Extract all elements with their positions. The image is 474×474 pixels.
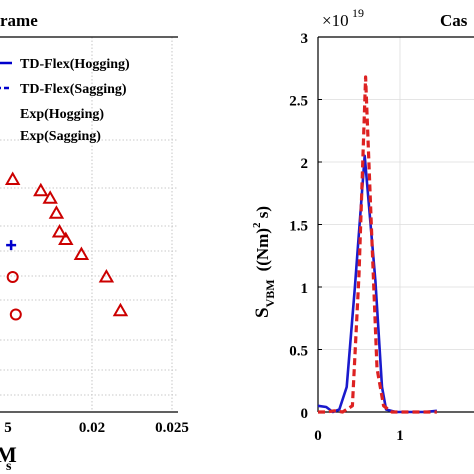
legend-td-flex-hogging: TD-Flex(Hogging) xyxy=(20,57,130,72)
right-xtick-1: 1 xyxy=(396,428,404,444)
right-ytick-1: 0.5 xyxy=(289,344,308,360)
right-lines xyxy=(317,75,438,414)
right-ytick-5: 2.5 xyxy=(289,94,308,110)
left-marks xyxy=(4,171,129,321)
right-xtick-0: 0 xyxy=(314,428,322,444)
left-point-triangle-8 xyxy=(112,302,129,317)
legend-exp-sagging: Exp(Sagging) xyxy=(20,129,101,144)
left-xlabel: M xyxy=(0,442,17,467)
right-ytick-3: 1.5 xyxy=(289,219,308,235)
left-point-triangle-3 xyxy=(48,205,65,219)
left-point-plus-0 xyxy=(6,240,17,251)
exponent-base: ×10 xyxy=(322,11,349,30)
left-xtick-1: 0.02 xyxy=(79,420,105,436)
left-point-triangle-4 xyxy=(51,223,68,238)
left-point-triangle-7 xyxy=(98,268,115,283)
right-ytick-4: 2 xyxy=(301,156,309,172)
left-point-triangle-6 xyxy=(73,246,90,260)
legend-exp-hogging: Exp(Hogging) xyxy=(20,107,104,122)
left-point-circle-1 xyxy=(9,308,22,321)
left-legend: TD-Flex(Hogging) TD-Flex(Sagging) Exp(Ho… xyxy=(0,57,130,144)
right-title: Cas xyxy=(440,11,468,30)
right-grid xyxy=(318,37,474,412)
right-ylabel: SVBM ((Nm)2 s) xyxy=(251,206,277,318)
right-ytick-0: 0 xyxy=(301,406,309,422)
ylabel-main: S xyxy=(252,307,273,318)
left-xtick-0: 5 xyxy=(4,420,12,436)
left-point-triangle-0 xyxy=(4,171,21,185)
exponent-power: 19 xyxy=(352,6,364,20)
ylabel-exp: 2 xyxy=(251,222,263,228)
left-xlabel-sub: s xyxy=(6,459,12,474)
right-yticks: 0 0.5 1 1.5 2 2.5 3 xyxy=(289,31,322,422)
svg-text:SVBM((Nm)2 s): SVBM ((Nm)2 s) xyxy=(251,206,277,318)
left-title: rame xyxy=(0,11,38,30)
right-panel: ×10 19 Cas 0 0.5 1 1.5 2 2.5 3 0 1 SVBM ((Nm)2 … xyxy=(251,6,474,444)
ylabel-tail: s) xyxy=(253,206,272,223)
left-point-circle-0 xyxy=(6,271,19,283)
right-ytick-2: 1 xyxy=(301,281,309,297)
legend-td-flex-sagging: TD-Flex(Sagging) xyxy=(20,82,127,97)
left-point-triangle-5 xyxy=(58,231,74,245)
right-series-dashed-line xyxy=(318,75,437,414)
right-ytick-6: 3 xyxy=(301,31,309,47)
left-grid xyxy=(0,36,178,412)
ylabel-unit: ((Nm) xyxy=(253,228,272,271)
left-point-triangle-1 xyxy=(33,182,49,197)
left-xtick-2: 0.025 xyxy=(155,420,189,436)
left-panel: rame TD-Flex(Hogging) TD-Flex(Sagging) E… xyxy=(0,11,189,474)
ylabel-sub: VBM xyxy=(263,279,277,307)
left-point-triangle-2 xyxy=(42,190,58,204)
